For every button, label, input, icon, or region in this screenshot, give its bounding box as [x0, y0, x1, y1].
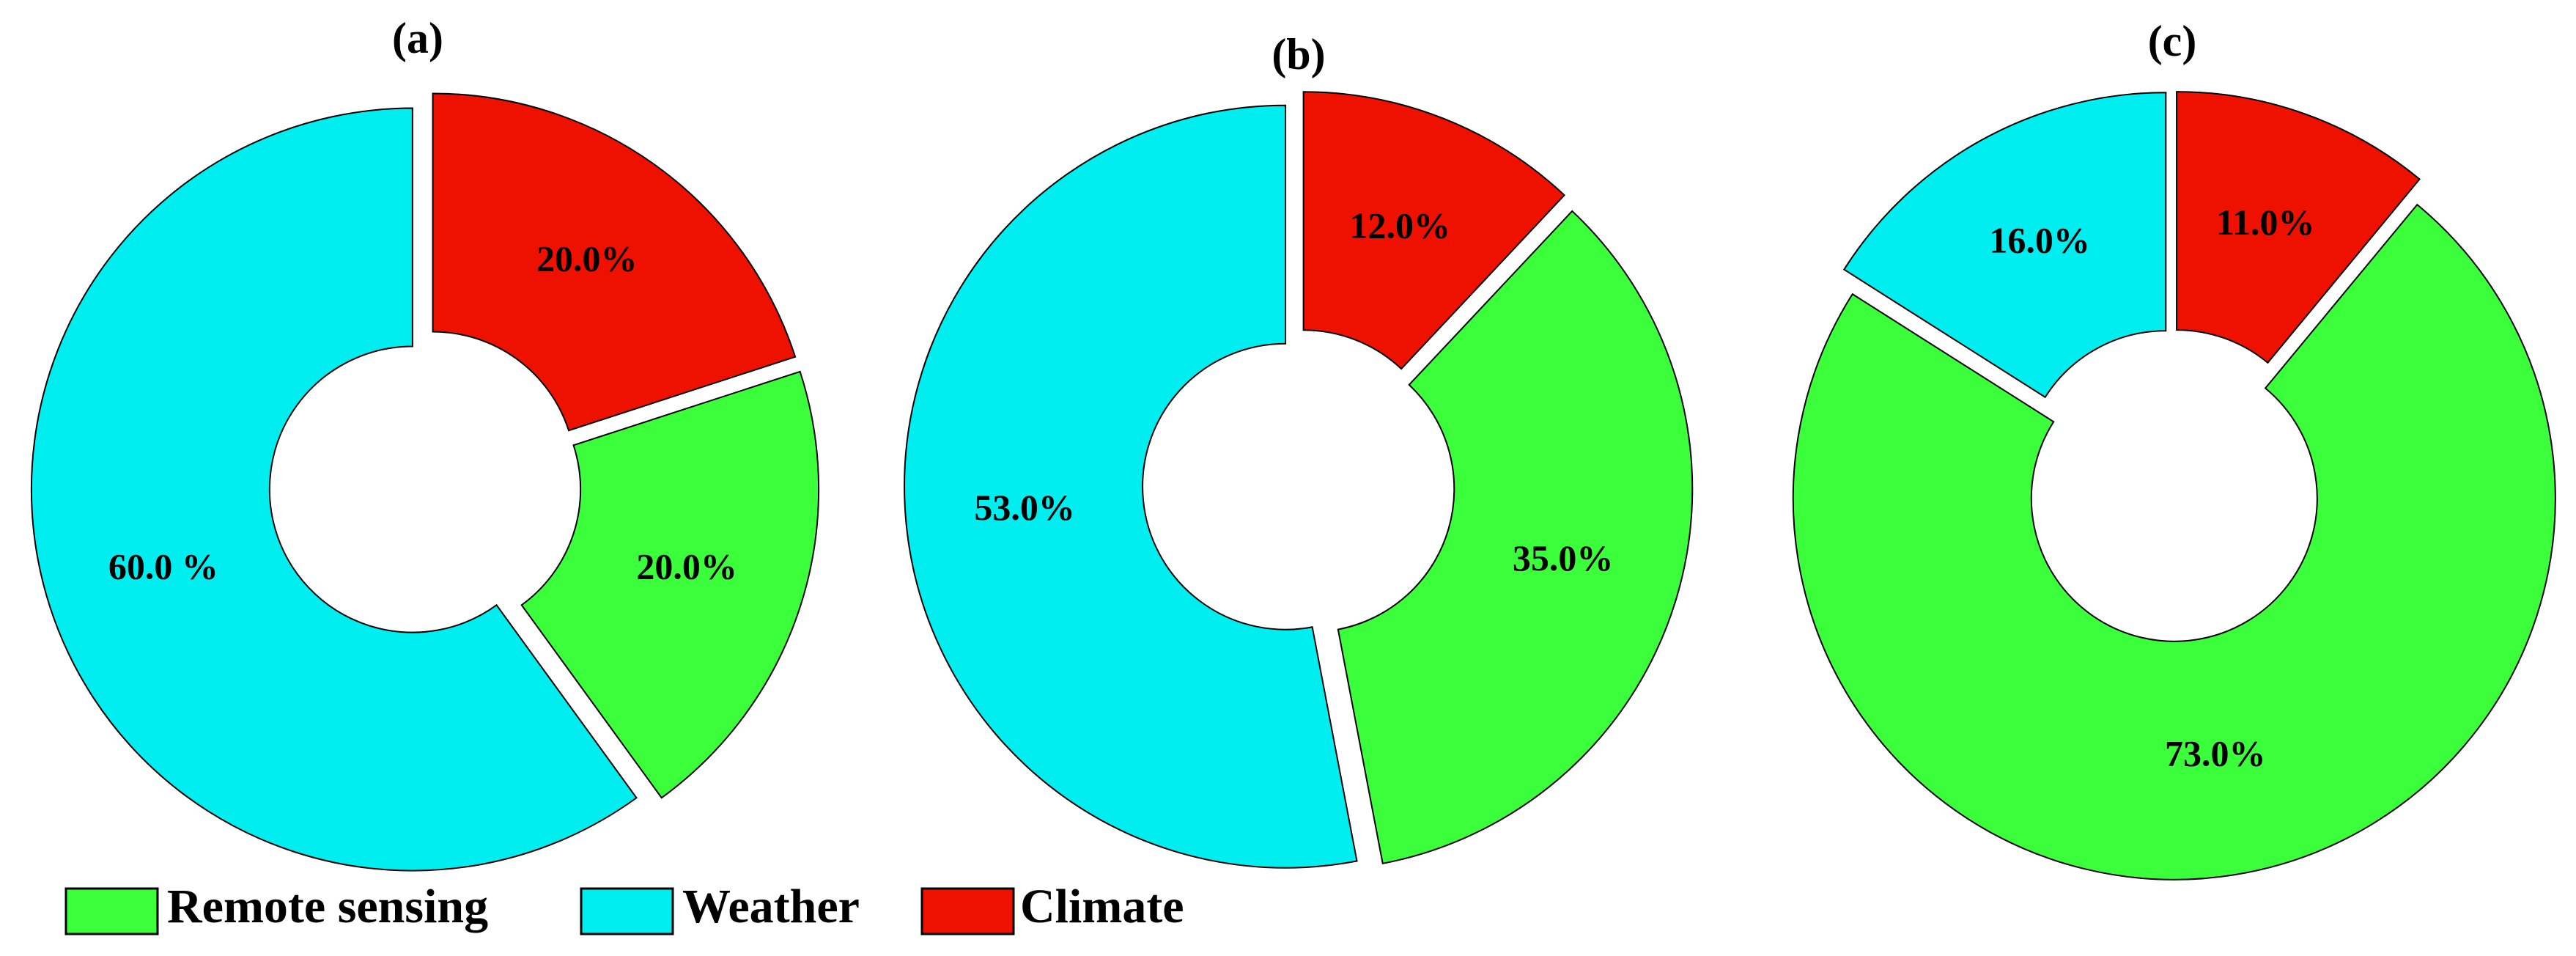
legend-swatch	[920, 887, 1015, 935]
data-label: 20.0%	[636, 546, 737, 587]
chart-title: (c)	[2148, 17, 2197, 65]
data-label: 12.0%	[1349, 205, 1450, 246]
pie-slice	[432, 92, 797, 432]
legend-swatch	[580, 887, 674, 935]
data-label: 53.0%	[974, 487, 1075, 528]
data-label: 35.0%	[1513, 537, 1614, 578]
data-label: 73.0%	[2165, 732, 2266, 773]
data-label: 11.0%	[2216, 202, 2315, 243]
pie-slice	[2176, 91, 2421, 364]
legend-label: Remote sensing	[167, 880, 488, 933]
chart-title: (a)	[392, 14, 443, 62]
pie-slice	[904, 104, 1358, 869]
pie-slice	[30, 107, 638, 872]
pie-slice	[1792, 203, 2556, 880]
pie-slice	[1337, 210, 1694, 864]
pie-slice	[1302, 91, 1566, 370]
legend-label: Weather	[682, 880, 860, 933]
data-label: 20.0%	[536, 238, 638, 279]
chart-title: (b)	[1272, 30, 1325, 78]
pie-slice	[520, 370, 820, 799]
legend: Remote sensing Weather Climate	[64, 880, 1184, 935]
data-label: 60.0 %	[108, 546, 218, 587]
pie-slice	[1842, 92, 2167, 399]
legend-label: Climate	[1020, 880, 1184, 933]
legend-swatch	[64, 887, 159, 935]
data-label: 16.0%	[1989, 219, 2090, 260]
